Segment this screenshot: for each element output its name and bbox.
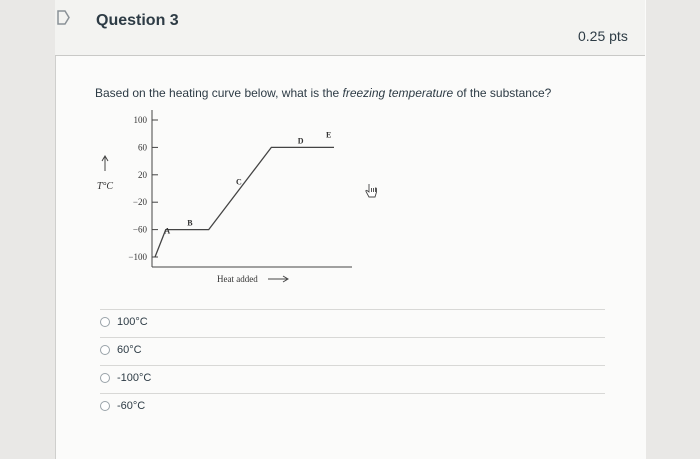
y-axis-label: T°C: [97, 181, 114, 192]
radio-button[interactable]: [100, 373, 110, 383]
y-tick-label: −100: [128, 252, 147, 262]
question-prompt: Based on the heating curve below, what i…: [95, 86, 552, 100]
segment-label: A: [164, 226, 170, 235]
hand-pointer-icon: [365, 184, 377, 198]
answer-option[interactable]: -60°C: [100, 393, 605, 422]
y-tick-label: 100: [134, 115, 148, 125]
y-arrow-head: [101, 155, 109, 162]
radio-button[interactable]: [100, 345, 110, 355]
question-header: [55, 0, 645, 56]
y-tick-label: 60: [138, 142, 148, 152]
prompt-emphasis: freezing temperature: [342, 86, 454, 100]
x-axis-label: Heat added: [217, 274, 258, 284]
y-tick-label: −20: [133, 197, 148, 207]
x-arrow-head: [282, 275, 289, 283]
question-points: 0.25 pts: [578, 28, 628, 44]
heating-curve-line: [154, 146, 334, 258]
answer-label: 60°C: [117, 344, 142, 356]
y-tick-label: 20: [138, 170, 148, 180]
bookmark-flag-icon[interactable]: [56, 10, 71, 25]
question-title: Question 3: [96, 12, 179, 29]
radio-button[interactable]: [100, 401, 110, 411]
segment-label: E: [326, 130, 331, 139]
answer-label: -60°C: [117, 400, 146, 412]
answer-option[interactable]: 100°C: [100, 309, 605, 338]
answer-label: 100°C: [117, 316, 148, 328]
answer-option[interactable]: 60°C: [100, 337, 605, 366]
radio-button[interactable]: [100, 317, 110, 327]
segment-label: D: [298, 136, 304, 145]
answer-option[interactable]: -100°C: [100, 365, 605, 394]
segment-label: B: [187, 219, 193, 228]
answer-label: -100°C: [117, 372, 152, 384]
segment-label: C: [236, 178, 242, 187]
heating-curve-chart: 100 60 20 −20 −60 −100 T°C Heat added A B C D E: [97, 110, 352, 284]
y-tick-label: −60: [133, 225, 148, 235]
